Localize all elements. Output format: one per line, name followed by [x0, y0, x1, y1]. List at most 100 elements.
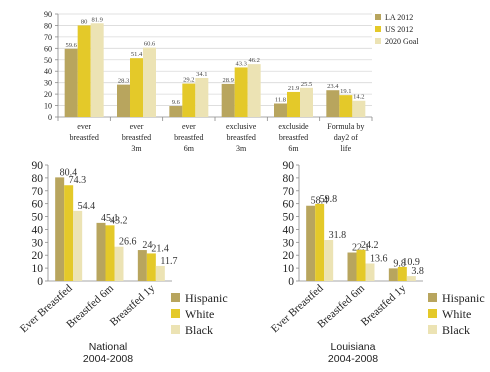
data-label: 29.2	[183, 77, 194, 84]
y-tick-label: 0	[48, 113, 52, 122]
data-label: 25.5	[301, 81, 312, 88]
data-label: 21.9	[288, 85, 299, 92]
x-tick-label: exclusive breastfed 3m	[226, 122, 257, 153]
legend-label: White	[442, 307, 471, 321]
bar-black	[114, 246, 124, 281]
x-tick-label: Ever Breastfed	[269, 282, 326, 335]
data-label: 11.7	[160, 256, 177, 267]
y-tick-label: 40	[283, 224, 295, 236]
legend-swatch	[428, 309, 437, 318]
bar-la-2012	[274, 103, 287, 117]
data-label: 59.6	[65, 42, 77, 49]
legend-label: LA 2012	[385, 13, 413, 22]
y-tick-label: 60	[44, 44, 52, 53]
data-label: 80	[81, 18, 88, 25]
bar-hispanic	[347, 252, 357, 281]
y-tick-label: 0	[288, 276, 294, 288]
legend-swatch	[375, 38, 381, 44]
x-tick-label: ever breastfed	[70, 122, 99, 142]
legend-swatch	[171, 293, 180, 302]
bar-us-2012	[77, 25, 91, 118]
bar-2020-goal	[90, 23, 104, 117]
legend-swatch	[375, 14, 381, 20]
y-tick-label: 70	[44, 33, 52, 42]
bar-us-2012	[339, 95, 353, 117]
x-tick-label: Formula by day2 of life	[327, 122, 364, 153]
bar-white	[397, 266, 407, 281]
data-label: 14.2	[353, 94, 364, 101]
bar-hispanic	[137, 250, 147, 281]
legend-swatch	[375, 26, 381, 32]
bar-hispanic	[96, 222, 106, 281]
data-label: 34.1	[196, 71, 207, 78]
legend-label: 2020 Goal	[385, 37, 419, 46]
data-label: 24.2	[361, 240, 379, 251]
y-tick-label: 30	[32, 237, 44, 249]
bar-la-2012	[169, 106, 183, 117]
data-label: 10.9	[402, 257, 420, 268]
y-tick-label: 80	[44, 21, 52, 30]
data-label: 59.8	[320, 194, 338, 205]
data-label: 9.6	[172, 99, 181, 106]
y-tick-label: 50	[44, 56, 52, 65]
x-tick-label: excluside breastfed 6m	[278, 122, 309, 153]
bar-white	[64, 185, 74, 281]
bar-la-2012	[326, 90, 340, 117]
y-tick-label: 50	[32, 212, 44, 224]
bar-hispanic	[388, 268, 398, 281]
y-tick-label: 60	[283, 199, 295, 211]
y-tick-label: 40	[44, 67, 52, 76]
data-label: 26.6	[119, 237, 137, 248]
x-tick-label: Breastfed 1y	[359, 282, 409, 329]
data-label: 28.3	[118, 78, 129, 85]
bar-white	[356, 249, 366, 281]
bar-hispanic	[306, 205, 316, 281]
y-tick-label: 70	[283, 186, 295, 198]
data-label: 58.4	[311, 196, 329, 207]
data-label: 13.6	[370, 253, 388, 264]
bar-black	[73, 210, 83, 281]
bar-us-2012	[234, 67, 248, 117]
bar-black	[155, 265, 165, 281]
bar-white	[105, 225, 115, 281]
y-tick-label: 80	[283, 173, 295, 185]
data-label: 60.6	[144, 41, 156, 48]
bar-us-2012	[287, 91, 300, 117]
y-tick-label: 30	[44, 79, 52, 88]
legend-swatch	[428, 293, 437, 302]
data-label: 19.1	[340, 88, 351, 95]
y-tick-label: 90	[283, 160, 295, 172]
chart-caption: Louisiana 2004-2008	[328, 341, 378, 365]
data-label: 45.1	[101, 213, 119, 224]
bar-2020-goal	[247, 64, 261, 117]
y-tick-label: 30	[283, 237, 295, 249]
y-tick-label: 50	[283, 212, 295, 224]
bar-la-2012	[64, 48, 78, 118]
y-tick-label: 80	[32, 173, 44, 185]
x-tick-label: ever breastfed 6m	[174, 122, 203, 153]
y-tick-label: 20	[283, 250, 295, 262]
data-label: 31.8	[329, 230, 347, 241]
y-tick-label: 70	[32, 186, 44, 198]
data-label: 3.8	[411, 266, 424, 277]
y-tick-label: 10	[44, 102, 52, 111]
bar-white	[315, 203, 325, 281]
data-label: 21.4	[151, 243, 169, 254]
x-tick-label: Breastfed 1y	[108, 282, 158, 329]
legend-swatch	[428, 325, 437, 334]
data-label: 51.4	[131, 51, 143, 58]
data-label: 23.4	[327, 83, 339, 90]
data-label: 22.1	[352, 243, 370, 254]
bar-black	[324, 240, 334, 281]
data-label: 81.9	[91, 16, 102, 23]
legend-swatch	[171, 325, 180, 334]
data-label: 11.8	[275, 96, 286, 103]
legend-label: White	[185, 307, 214, 321]
bar-2020-goal	[195, 77, 209, 117]
bar-la-2012	[221, 83, 235, 117]
legend-label: Black	[442, 323, 470, 337]
